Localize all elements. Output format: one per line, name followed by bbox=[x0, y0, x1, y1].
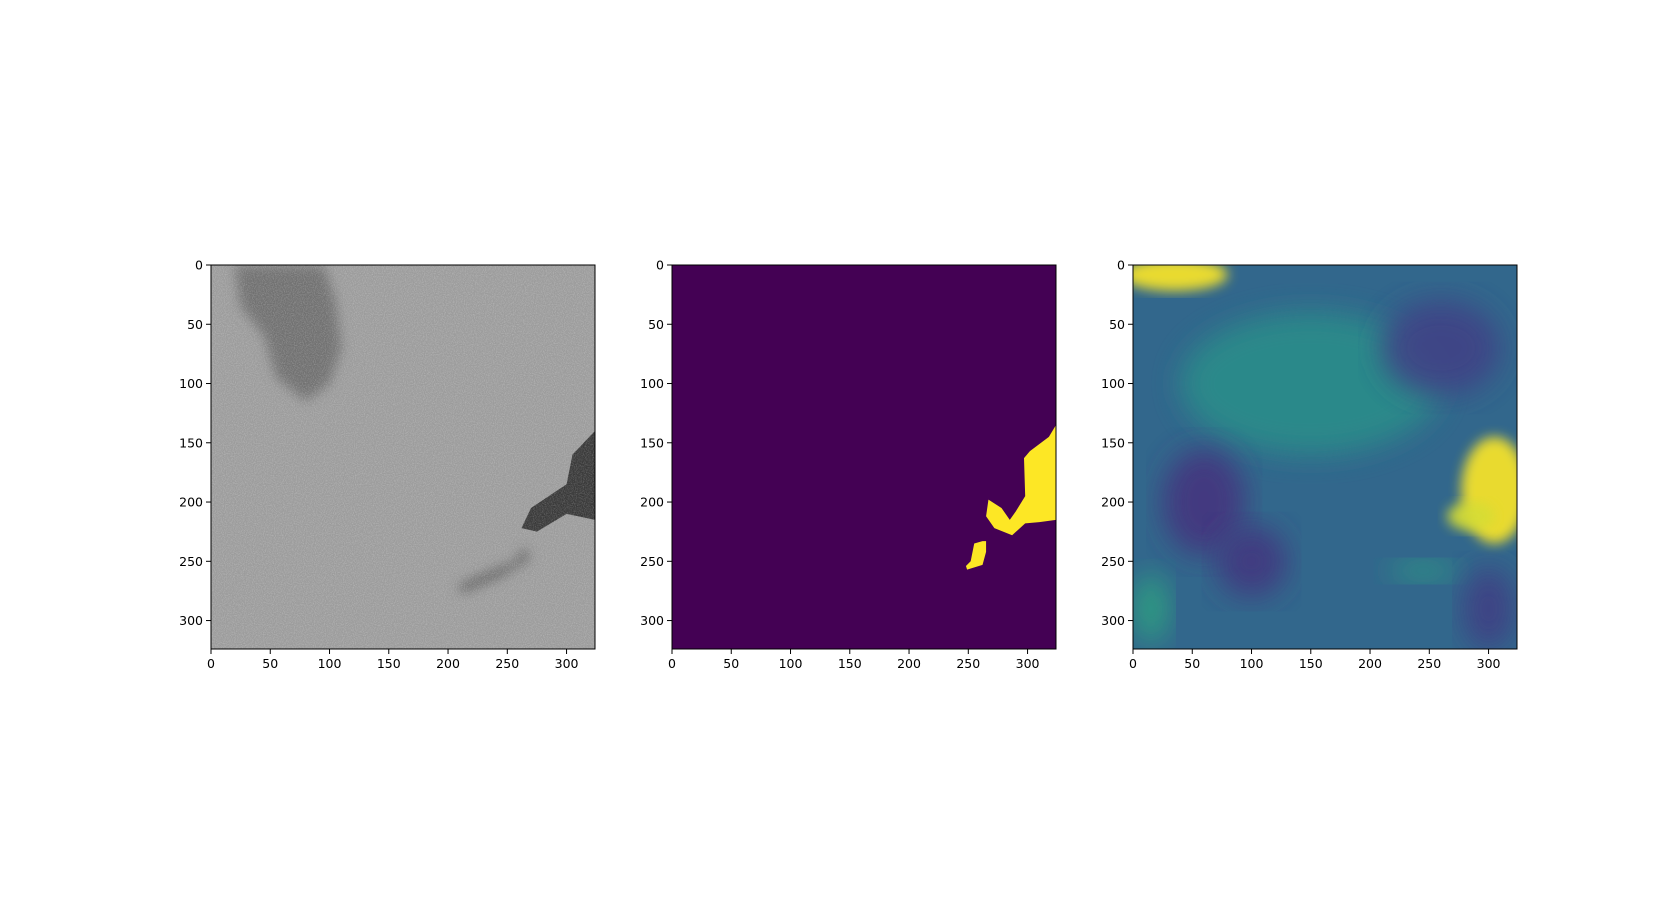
x-tick-label: 300 bbox=[555, 656, 579, 671]
x-tick-label: 0 bbox=[207, 656, 215, 671]
y-tick-label: 50 bbox=[1109, 317, 1125, 332]
x-tick-label: 150 bbox=[838, 656, 862, 671]
prediction-blob-7 bbox=[1133, 573, 1169, 645]
x-tick-label: 50 bbox=[1184, 656, 1200, 671]
y-tick-label: 200 bbox=[640, 495, 664, 510]
x-tick-label: 100 bbox=[318, 656, 342, 671]
y-tick-label: 200 bbox=[179, 495, 203, 510]
prediction-blob-4 bbox=[1162, 448, 1246, 556]
y-tick-label: 150 bbox=[640, 435, 664, 450]
y-tick-label: 0 bbox=[1117, 258, 1125, 273]
y-tick-label: 50 bbox=[648, 317, 664, 332]
y-tick-label: 50 bbox=[187, 317, 203, 332]
mask-panel: 0 50 100 150 200 250 300 0 50 100 150 200 250 300 bbox=[640, 258, 1057, 671]
axes-frame bbox=[1132, 264, 1518, 650]
y-tick-label: 300 bbox=[1101, 613, 1125, 628]
y-tick-label: 100 bbox=[640, 376, 664, 391]
y-tick-label: 300 bbox=[179, 613, 203, 628]
y-tick-label: 0 bbox=[195, 258, 203, 273]
x-tick-label: 300 bbox=[1016, 656, 1040, 671]
y-tick-label: 200 bbox=[1101, 495, 1125, 510]
prediction-blob-6 bbox=[1381, 300, 1501, 396]
mask-image bbox=[672, 265, 1056, 649]
sar-image-panel: 0 50 100 150 200 250 300 0 50 100 150 200 250 300 bbox=[179, 258, 596, 671]
prediction-blob-1 bbox=[1180, 312, 1442, 455]
x-tick-label: 50 bbox=[723, 656, 739, 671]
y-tick-label: 100 bbox=[179, 376, 203, 391]
x-tick-label: 100 bbox=[779, 656, 803, 671]
x-tick-label: 250 bbox=[1417, 656, 1441, 671]
x-tick-label: 150 bbox=[1299, 656, 1323, 671]
x-tick-label: 250 bbox=[956, 656, 980, 671]
y-tick-label: 300 bbox=[640, 613, 664, 628]
y-tick-label: 250 bbox=[1101, 554, 1125, 569]
x-tick-label: 200 bbox=[436, 656, 460, 671]
x-tick-label: 50 bbox=[262, 656, 278, 671]
mask-background bbox=[672, 265, 1056, 649]
prediction-blob-5 bbox=[1215, 525, 1288, 597]
x-tick-label: 0 bbox=[668, 656, 676, 671]
x-tick-label: 200 bbox=[897, 656, 921, 671]
prediction-blob-3 bbox=[1447, 502, 1495, 531]
prediction-blob-8 bbox=[1387, 561, 1459, 581]
prediction-image bbox=[1133, 265, 1517, 649]
prediction-blob-9 bbox=[1462, 567, 1515, 649]
axes-frame bbox=[210, 264, 596, 650]
x-tick-label: 0 bbox=[1129, 656, 1137, 671]
x-tick-label: 100 bbox=[1240, 656, 1264, 671]
prediction-blob-0 bbox=[1133, 265, 1228, 292]
y-tick-label: 250 bbox=[640, 554, 664, 569]
y-tick-label: 100 bbox=[1101, 376, 1125, 391]
speckle-noise bbox=[211, 265, 595, 649]
y-tick-label: 150 bbox=[179, 435, 203, 450]
mask-region-0 bbox=[986, 425, 1056, 536]
prediction-panel: 0 50 100 150 200 250 300 0 50 100 150 200 250 300 bbox=[1101, 258, 1518, 671]
x-tick-label: 300 bbox=[1477, 656, 1501, 671]
sar-image-image bbox=[211, 265, 595, 649]
mask-region-1 bbox=[965, 541, 987, 570]
y-tick-label: 0 bbox=[656, 258, 664, 273]
x-tick-label: 250 bbox=[495, 656, 519, 671]
x-tick-label: 200 bbox=[1358, 656, 1382, 671]
y-tick-label: 250 bbox=[179, 554, 203, 569]
y-tick-label: 150 bbox=[1101, 435, 1125, 450]
x-tick-label: 150 bbox=[377, 656, 401, 671]
axes-frame bbox=[671, 264, 1057, 650]
